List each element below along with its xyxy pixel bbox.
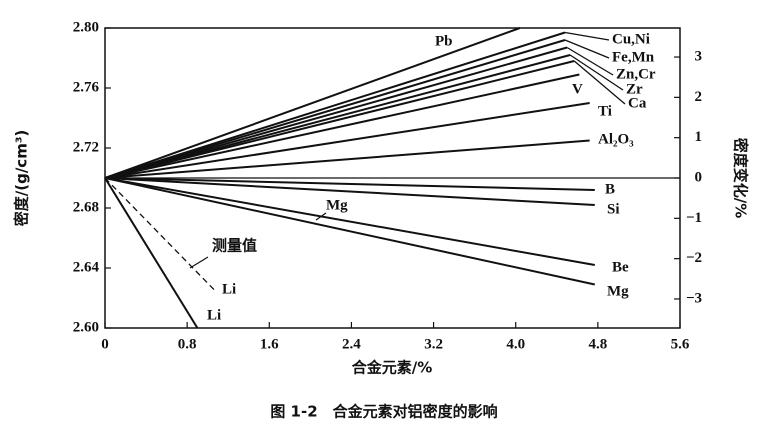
series-line (104, 177, 595, 191)
annotation-pointer (189, 256, 209, 269)
y-tick-label: 2.76 (73, 79, 100, 95)
x-tick-label: 0 (101, 336, 109, 352)
series-label: Al₂O₃ (598, 131, 634, 147)
series-label: Si (607, 201, 620, 217)
series-line (104, 139, 590, 179)
series-line (104, 177, 595, 286)
leader-line (569, 54, 624, 91)
y-tick-label: 2.68 (73, 199, 99, 215)
y2-tick-label: 3 (695, 48, 703, 64)
y2-tick-label: −1 (686, 210, 702, 226)
series-label: B (605, 181, 615, 197)
leader-line (564, 31, 610, 41)
series-label: Ti (598, 103, 612, 119)
series-line (104, 31, 566, 179)
x-axis-label: 合金元素/% (351, 359, 433, 377)
annotation: 测量值 (212, 237, 257, 255)
y-tick-label: 2.64 (73, 259, 100, 275)
x-tick-label: 5.6 (671, 336, 690, 352)
series-line (104, 39, 566, 179)
series-line (104, 102, 590, 179)
series-label: Fe,Mn (612, 49, 655, 65)
y-axis-label: 密度/(g/cm³) (13, 130, 31, 227)
series-line (104, 60, 575, 179)
y2-axis-label: 密度变化/% (732, 138, 750, 219)
series-label: V (572, 81, 583, 97)
leader-line (566, 46, 614, 76)
y2-tick-label: 0 (695, 169, 703, 185)
series-line (104, 46, 568, 179)
series-label: Ca (628, 95, 647, 111)
leader-line (573, 60, 626, 105)
series-label: Li (207, 307, 221, 323)
series-label: Li (222, 281, 236, 297)
series-label: Zr (626, 81, 643, 97)
x-tick-label: 3.2 (424, 336, 443, 352)
y2-tick-label: 1 (695, 129, 703, 145)
x-tick-label: 4.8 (588, 336, 607, 352)
series-label: Pb (435, 33, 453, 49)
chart-title: 图 1-2 合金元素对铝密度的影响 (270, 403, 497, 421)
x-tick-label: 4.0 (506, 336, 525, 352)
x-tick-label: 2.4 (342, 336, 361, 352)
annotation: Mg (326, 197, 348, 213)
y-tick-label: 2.72 (73, 139, 99, 155)
leader-line (564, 39, 610, 59)
series-label: Cu,Ni (612, 31, 650, 47)
annotation-pointer (315, 212, 327, 221)
y2-tick-label: −2 (686, 250, 702, 266)
series-line (104, 27, 521, 179)
series-line (104, 54, 571, 179)
y-tick-label: 2.80 (73, 19, 99, 35)
series-line (104, 177, 595, 266)
series-line (104, 73, 580, 179)
series-line (104, 177, 595, 206)
y2-tick-label: 2 (695, 89, 703, 105)
series-line (104, 177, 199, 329)
series-label: Zn,Cr (616, 66, 656, 82)
x-tick-label: 1.6 (260, 336, 279, 352)
x-tick-label: 0.8 (178, 336, 197, 352)
y-tick-label: 2.60 (73, 319, 99, 335)
series-label: Mg (607, 283, 629, 299)
series-line (104, 177, 216, 291)
y2-tick-label: −3 (686, 290, 702, 306)
series-label: Be (612, 259, 629, 275)
